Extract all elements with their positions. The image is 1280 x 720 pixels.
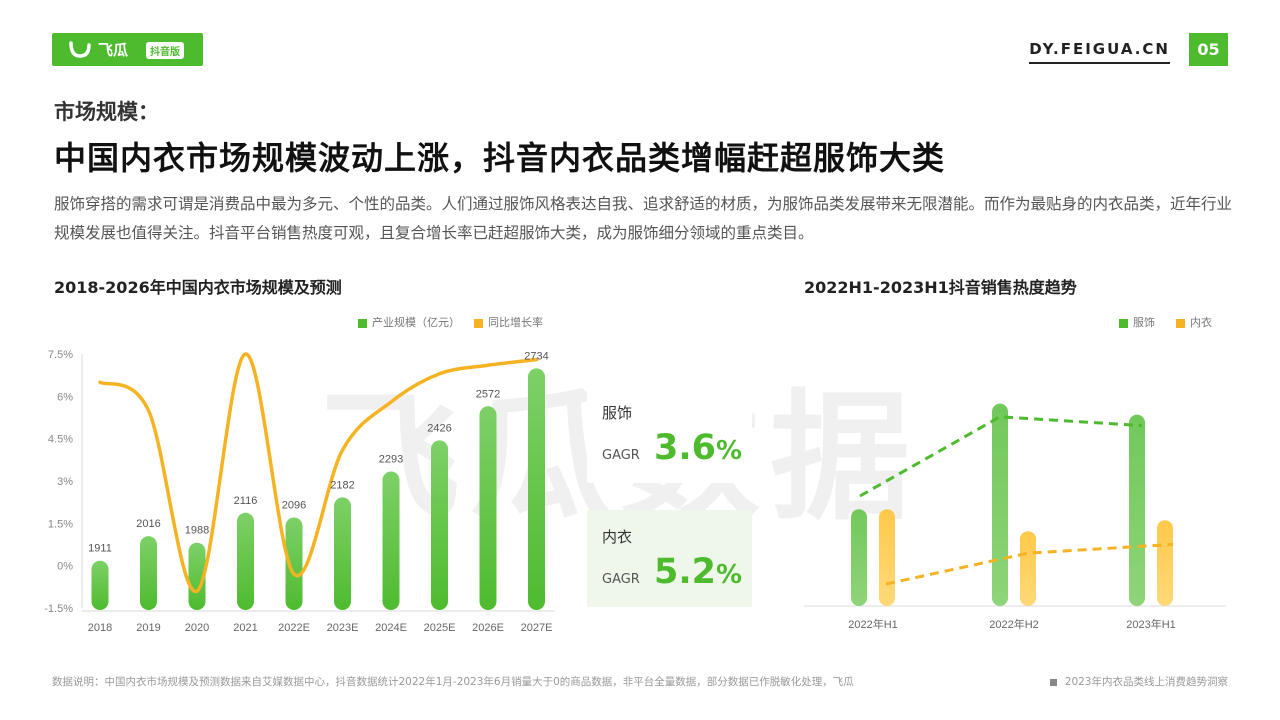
bar bbox=[431, 440, 448, 610]
x-tick-label: 2022E bbox=[278, 622, 310, 634]
bar-value-label: 1988 bbox=[185, 525, 209, 537]
bar-value-label: 2572 bbox=[476, 388, 500, 400]
page-title: 中国内衣市场规模波动上涨，抖音内衣品类增幅赶超服饰大类 bbox=[54, 139, 946, 177]
x-tick-label: 2023年H1 bbox=[1126, 617, 1176, 631]
card-value-number: 5.2 bbox=[654, 552, 717, 592]
bar-value-label: 2734 bbox=[524, 350, 548, 362]
legend-label: 同比增长率 bbox=[488, 316, 543, 329]
legend-item-underwear: 内衣 bbox=[1175, 316, 1212, 329]
bar-value-label: 2426 bbox=[427, 422, 451, 434]
card-sub: GAGR bbox=[602, 448, 640, 463]
card-sub: GAGR bbox=[602, 572, 640, 587]
x-tick-label: 2023E bbox=[327, 622, 359, 634]
card-value-unit: % bbox=[716, 560, 743, 590]
bar bbox=[188, 542, 206, 610]
x-tick-label: 2021 bbox=[233, 622, 257, 634]
legend-item-growth-rate: 同比增长率 bbox=[474, 316, 543, 329]
footnote: 数据说明：中国内衣市场规模及预测数据来自艾媒数据中心，抖音数据统计2022年1月… bbox=[52, 676, 854, 688]
legend-label: 内衣 bbox=[1189, 316, 1212, 329]
card-value: 3.6% bbox=[654, 428, 742, 468]
y-tick-label: 0% bbox=[57, 561, 73, 573]
x-tick-label: 2024E bbox=[375, 622, 407, 634]
x-tick-label: 2020 bbox=[185, 622, 209, 634]
x-tick-label: 2026E bbox=[472, 622, 504, 634]
x-tick-label: 2018 bbox=[88, 622, 112, 634]
square-icon bbox=[1049, 678, 1057, 686]
x-tick-label: 2019 bbox=[136, 622, 160, 634]
brand-logo[interactable]: 飞瓜 抖音版 bbox=[52, 33, 203, 66]
x-tick-label: 2022年H2 bbox=[989, 617, 1039, 631]
chart1-title: 2018-2026年中国内衣市场规模及预测 bbox=[54, 278, 342, 297]
cagr-card-apparel: 服饰 GAGR 3.6% bbox=[587, 386, 752, 483]
bar bbox=[237, 512, 254, 610]
growth-rate-line bbox=[98, 352, 539, 593]
bar bbox=[479, 406, 497, 610]
card-value-unit: % bbox=[716, 436, 743, 466]
legend-label: 产业规模（亿元） bbox=[372, 316, 460, 329]
chart1-legend: 产业规模（亿元） 同比增长率 bbox=[358, 314, 543, 330]
x-tick-label: 2027E bbox=[521, 622, 553, 634]
y-tick-label: 6% bbox=[57, 391, 73, 403]
card-value: 5.2% bbox=[654, 552, 742, 592]
bar-apparel bbox=[1129, 414, 1145, 606]
y-tick-label: 7.5% bbox=[48, 349, 73, 361]
bar-apparel bbox=[851, 509, 867, 606]
card-label: 内衣 bbox=[602, 528, 633, 546]
bar bbox=[91, 560, 109, 610]
card-value-number: 3.6 bbox=[654, 428, 717, 468]
bar-underwear bbox=[879, 509, 895, 606]
chart2-legend: 服饰 内衣 bbox=[1119, 314, 1212, 330]
legend-item-apparel: 服饰 bbox=[1119, 316, 1155, 329]
bar-value-label: 2116 bbox=[234, 495, 258, 507]
legend-item-market-size: 产业规模（亿元） bbox=[358, 316, 460, 329]
bar-value-label: 2096 bbox=[282, 499, 306, 511]
bar-value-label: 2182 bbox=[330, 479, 354, 491]
chart2-title: 2022H1-2023H1抖音销售热度趋势 bbox=[804, 278, 1077, 297]
bar bbox=[382, 471, 400, 610]
bar-underwear bbox=[1020, 531, 1036, 606]
report-title-text: 2023年内衣品类线上消费趋势洞察 bbox=[1064, 676, 1228, 688]
logo-icon bbox=[69, 41, 91, 58]
logo-name: 飞瓜 bbox=[98, 41, 129, 59]
bar bbox=[140, 536, 157, 610]
bar-value-label: 2016 bbox=[136, 518, 160, 530]
bar-value-label: 2293 bbox=[379, 453, 403, 465]
site-url[interactable]: DY.FEIGUA.CN bbox=[1029, 40, 1170, 64]
bar-apparel bbox=[992, 403, 1008, 606]
bar bbox=[528, 368, 545, 610]
section-kicker: 市场规模： bbox=[54, 100, 159, 124]
y-tick-label: 3% bbox=[57, 476, 73, 488]
page-number: 05 bbox=[1189, 33, 1228, 66]
bar-underwear bbox=[1157, 520, 1173, 606]
bar bbox=[285, 517, 303, 610]
cagr-card-underwear: 内衣 GAGR 5.2% bbox=[587, 510, 752, 607]
card-label: 服饰 bbox=[602, 404, 633, 422]
description: 服饰穿搭的需求可谓是消费品中最为多元、个性的品类。人们通过服饰风格表达自我、追求… bbox=[54, 195, 1233, 242]
logo-tag: 抖音版 bbox=[146, 42, 184, 59]
x-tick-label: 2022年H1 bbox=[848, 617, 898, 631]
y-tick-label: 1.5% bbox=[48, 518, 73, 530]
bar bbox=[334, 497, 351, 610]
trend-line-apparel bbox=[859, 415, 1143, 498]
bar-value-label: 1911 bbox=[88, 543, 112, 555]
y-tick-label: -1.5% bbox=[44, 603, 73, 615]
trend-line-underwear bbox=[885, 542, 1174, 586]
legend-label: 服饰 bbox=[1133, 316, 1155, 329]
x-tick-label: 2025E bbox=[424, 622, 456, 634]
report-title: 2023年内衣品类线上消费趋势洞察 bbox=[1049, 674, 1228, 689]
y-tick-label: 4.5% bbox=[48, 434, 73, 446]
